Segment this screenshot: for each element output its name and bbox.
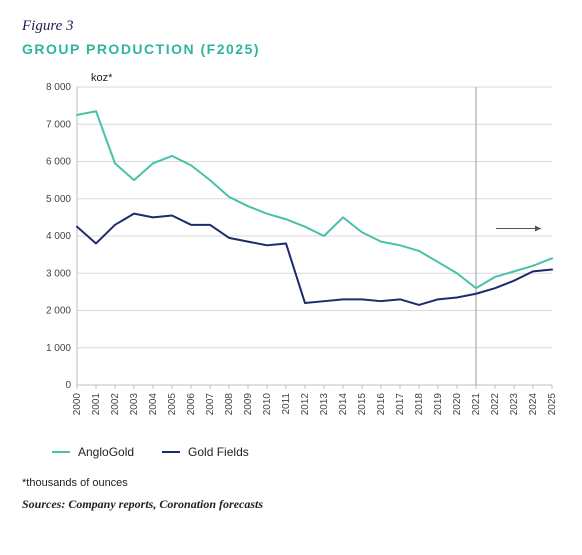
svg-text:2007: 2007 <box>205 393 216 416</box>
svg-text:2017: 2017 <box>395 393 406 416</box>
svg-text:2018: 2018 <box>414 393 425 416</box>
svg-text:2006: 2006 <box>186 393 197 416</box>
chart-svg: koz* 0 1 000 2 000 3 000 4 000 5 000 6 000 7 000… <box>22 65 562 435</box>
svg-text:2019: 2019 <box>433 393 444 416</box>
chart-title: GROUP PRODUCTION (F2025) <box>22 41 560 57</box>
svg-text:2010: 2010 <box>262 393 273 416</box>
svg-text:2022: 2022 <box>490 393 501 416</box>
figure-label: Figure 3 <box>22 18 560 35</box>
legend-label: AngloGold <box>78 445 134 459</box>
svg-text:2025: 2025 <box>547 393 558 416</box>
sources-line: Sources: Company reports, Coronation for… <box>22 497 560 512</box>
svg-text:2 000: 2 000 <box>46 306 71 317</box>
svg-text:2008: 2008 <box>224 393 235 416</box>
svg-text:2021: 2021 <box>471 393 482 416</box>
svg-text:2000: 2000 <box>72 393 83 416</box>
footnote: *thousands of ounces <box>22 477 560 489</box>
legend: AngloGold Gold Fields <box>22 445 560 459</box>
svg-text:6 000: 6 000 <box>46 157 71 168</box>
svg-text:2005: 2005 <box>167 393 178 416</box>
svg-text:5 000: 5 000 <box>46 194 71 205</box>
svg-text:2023: 2023 <box>509 393 520 416</box>
svg-text:koz*: koz* <box>91 72 113 84</box>
svg-text:1 000: 1 000 <box>46 343 71 354</box>
legend-swatch-1 <box>162 451 180 453</box>
svg-text:2004: 2004 <box>148 393 159 416</box>
svg-text:2003: 2003 <box>129 393 140 416</box>
legend-item: AngloGold <box>52 445 134 459</box>
svg-text:0: 0 <box>65 380 71 391</box>
svg-text:2016: 2016 <box>376 393 387 416</box>
svg-text:4 000: 4 000 <box>46 231 71 242</box>
legend-item: Gold Fields <box>162 445 249 459</box>
svg-text:2015: 2015 <box>357 393 368 416</box>
svg-text:2009: 2009 <box>243 393 254 416</box>
svg-text:7 000: 7 000 <box>46 119 71 130</box>
svg-text:2013: 2013 <box>319 393 330 416</box>
svg-text:2011: 2011 <box>281 393 292 415</box>
svg-text:2024: 2024 <box>528 393 539 416</box>
svg-text:2001: 2001 <box>91 393 102 416</box>
legend-swatch-0 <box>52 451 70 453</box>
svg-text:2002: 2002 <box>110 393 121 416</box>
svg-text:8 000: 8 000 <box>46 82 71 93</box>
svg-text:2020: 2020 <box>452 393 463 416</box>
svg-text:3 000: 3 000 <box>46 268 71 279</box>
legend-label: Gold Fields <box>188 445 249 459</box>
svg-text:2014: 2014 <box>338 393 349 416</box>
line-chart: koz* 0 1 000 2 000 3 000 4 000 5 000 6 000 7 000… <box>22 65 562 435</box>
svg-text:2012: 2012 <box>300 393 311 416</box>
